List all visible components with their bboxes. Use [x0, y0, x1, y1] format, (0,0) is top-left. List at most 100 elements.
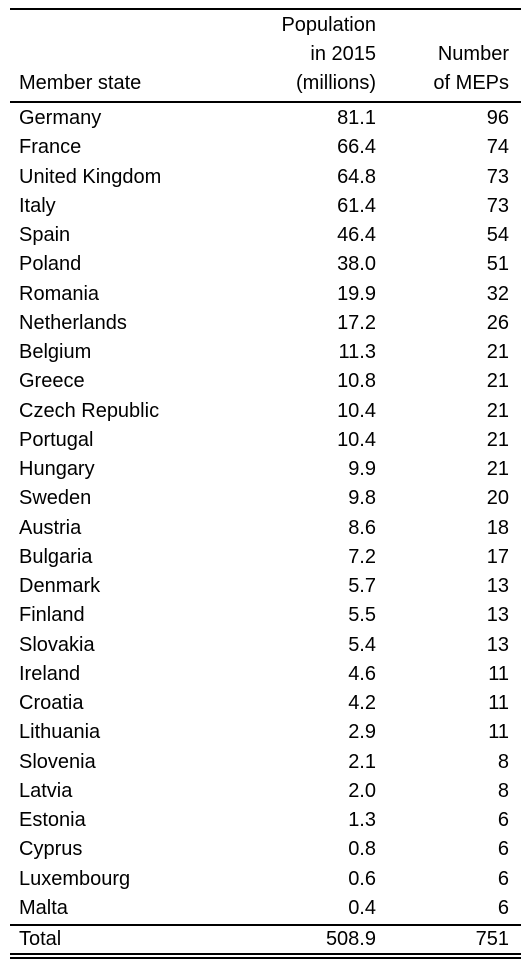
cell-member-state: Croatia: [19, 689, 83, 718]
cell-population: 17.2: [337, 309, 376, 338]
cell-meps: 6: [498, 835, 509, 864]
cell-population: 61.4: [337, 192, 376, 221]
table-row: France66.474: [10, 133, 521, 162]
table-row: Cyprus 0.8 6: [10, 835, 521, 864]
table-body: Germany81.196France66.474United Kingdom6…: [10, 104, 521, 923]
table-row: Slovenia 2.1 8: [10, 748, 521, 777]
cell-member-state: Netherlands: [19, 309, 127, 338]
cell-population: 81.1: [337, 104, 376, 133]
cell-population: 0.6: [348, 865, 376, 894]
table-row: Ireland 4.6 11: [10, 660, 521, 689]
cell-population: 10.4: [337, 426, 376, 455]
total-meps: 751: [476, 925, 509, 953]
cell-population: 10.8: [337, 367, 376, 396]
cell-population: 2.9: [348, 718, 376, 747]
cell-population: 38.0: [337, 250, 376, 279]
cell-population: 2.1: [348, 748, 376, 777]
cell-meps: 21: [487, 338, 509, 367]
table-row: Belgium 11.3 21: [10, 338, 521, 367]
table-row: Romania 19.9 32: [10, 280, 521, 309]
table-row: Portugal 10.4 21: [10, 426, 521, 455]
cell-member-state: Portugal: [19, 426, 94, 455]
cell-member-state: Romania: [19, 280, 99, 309]
table-row: Germany81.196: [10, 104, 521, 133]
cell-meps: 21: [487, 397, 509, 426]
cell-population: 19.9: [337, 280, 376, 309]
table-row: Czech Republic 10.4 21: [10, 397, 521, 426]
cell-population: 9.8: [348, 484, 376, 513]
cell-member-state: Ireland: [19, 660, 80, 689]
bottom-rule-double: [10, 957, 521, 959]
cell-population: 0.8: [348, 835, 376, 864]
header-meps: Number of MEPs: [433, 40, 509, 98]
table-row: Finland 5.5 13: [10, 601, 521, 630]
cell-member-state: Sweden: [19, 484, 91, 513]
cell-meps: 6: [498, 806, 509, 835]
total-population: 508.9: [326, 925, 376, 953]
cell-member-state: Bulgaria: [19, 543, 92, 572]
bottom-rule: [10, 953, 521, 955]
table-row: United Kingdom64.873: [10, 163, 521, 192]
cell-meps: 13: [487, 601, 509, 630]
table-row: Malta0.46: [10, 894, 521, 923]
cell-population: 10.4: [337, 397, 376, 426]
table-row: Denmark5.713: [10, 572, 521, 601]
cell-member-state: Belgium: [19, 338, 91, 367]
table-row: Lithuania 2.9 11: [10, 718, 521, 747]
total-label: Total: [19, 925, 61, 953]
header-population: Population in 2015 (millions): [281, 11, 376, 98]
cell-member-state: Spain: [19, 221, 70, 250]
cell-meps: 8: [498, 777, 509, 806]
cell-member-state: Slovenia: [19, 748, 96, 777]
cell-population: 46.4: [337, 221, 376, 250]
cell-meps: 11: [488, 689, 509, 718]
cell-member-state: Italy: [19, 192, 56, 221]
table-row: Estonia1.36: [10, 806, 521, 835]
cell-meps: 32: [487, 280, 509, 309]
cell-member-state: Czech Republic: [19, 397, 159, 426]
cell-meps: 18: [487, 514, 509, 543]
cell-member-state: Lithuania: [19, 718, 100, 747]
cell-meps: 11: [488, 660, 509, 689]
top-rule: [10, 8, 521, 10]
cell-meps: 26: [487, 309, 509, 338]
cell-meps: 6: [498, 894, 509, 923]
cell-meps: 21: [487, 426, 509, 455]
cell-meps: 21: [487, 455, 509, 484]
cell-population: 11.3: [339, 338, 376, 367]
table-row: Sweden9.820: [10, 484, 521, 513]
cell-meps: 11: [488, 718, 509, 747]
cell-population: 66.4: [337, 133, 376, 162]
total-row: Total 508.9 751: [10, 925, 521, 953]
cell-meps: 74: [487, 133, 509, 162]
table-row: Bulgaria7.217: [10, 543, 521, 572]
cell-population: 0.4: [348, 894, 376, 923]
table-row: Latvia2.08: [10, 777, 521, 806]
cell-meps: 73: [487, 163, 509, 192]
cell-population: 4.2: [348, 689, 376, 718]
cell-population: 5.7: [348, 572, 376, 601]
cell-population: 4.6: [348, 660, 376, 689]
header-rule: [10, 101, 521, 103]
cell-member-state: Cyprus: [19, 835, 82, 864]
cell-member-state: Hungary: [19, 455, 95, 484]
cell-member-state: Greece: [19, 367, 85, 396]
cell-meps: 13: [487, 631, 509, 660]
cell-member-state: Finland: [19, 601, 85, 630]
cell-meps: 51: [487, 250, 509, 279]
cell-population: 7.2: [348, 543, 376, 572]
cell-meps: 8: [498, 748, 509, 777]
table-row: Austria8.618: [10, 514, 521, 543]
cell-member-state: Poland: [19, 250, 81, 279]
header-member-state: Member state: [19, 69, 141, 98]
cell-member-state: United Kingdom: [19, 163, 161, 192]
table-row: Netherlands 17.2 26: [10, 309, 521, 338]
table-header: Member state Population in 2015 (million…: [10, 14, 521, 98]
cell-meps: 96: [487, 104, 509, 133]
cell-population: 5.4: [348, 631, 376, 660]
cell-member-state: Latvia: [19, 777, 72, 806]
cell-meps: 21: [487, 367, 509, 396]
cell-population: 5.5: [348, 601, 376, 630]
table-row: Spain46.454: [10, 221, 521, 250]
